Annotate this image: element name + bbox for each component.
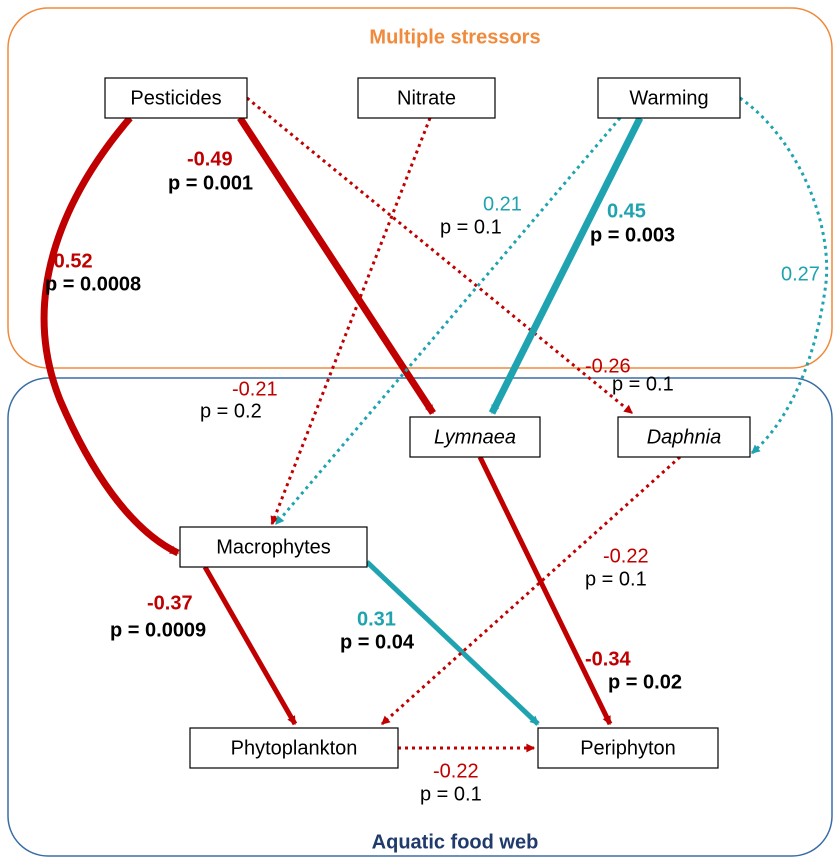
edge-p-value: p = 0.003 [590,224,675,246]
node-label: Lymnaea [434,426,516,448]
edge-coefficient: 0.45 [607,200,646,222]
group-title: Aquatic food web [372,831,539,853]
edge-coefficient: -0.21 [232,378,278,400]
edge-coefficient: -0.22 [433,760,479,782]
edge-coefficient: 0.31 [357,608,396,630]
edge-coefficient: -0.52 [47,250,93,272]
edge-p-value: p = 0.02 [608,671,682,693]
edge-p-value: p = 0.04 [340,631,415,653]
edge-p-value: p = 0.001 [168,172,253,194]
edge-p-value: p = 0.2 [200,400,262,422]
node-box [617,416,751,458]
edge-p-value: p = 0.1 [440,216,502,238]
edge-arrow [246,96,633,415]
edge-coefficient: -0.34 [585,648,631,670]
node-box [189,727,399,769]
edge-p-value: p = 0.1 [585,568,647,590]
node-box [104,77,248,119]
node-box [357,77,496,119]
edge-p-value: p = 0.0009 [110,619,206,641]
node-label: Warming [629,87,708,109]
edge-arrow [477,455,613,726]
edge-coefficient: 0.21 [483,193,522,215]
node-label: Macrophytes [216,536,331,558]
node-label: Nitrate [397,87,456,109]
node-box [179,526,368,568]
edge-p-value: p = 0.1 [612,373,674,395]
node-box [597,77,741,119]
edge-coefficient: -0.22 [603,545,649,567]
edge-p-value: p = 0.0008 [45,273,141,295]
edge-coefficient: -0.49 [187,148,233,170]
stressor-group [7,7,833,369]
edge-arrow [40,115,180,557]
group-title: Multiple stressors [369,26,540,48]
edge-arrow [202,565,298,726]
edge-arrow [274,117,622,525]
node-box [409,416,541,458]
edge-arrow [739,96,829,455]
node-box [537,727,719,769]
edge-arrow [488,116,644,415]
edge-coefficient: 0.27 [781,263,820,285]
edge-arrow [237,116,436,415]
edge-coefficient: -0.26 [585,355,631,377]
node-label: Daphnia [647,426,722,448]
edge-arrow [365,560,540,726]
edge-coefficient: -0.37 [147,592,193,614]
foodweb-group [7,377,833,857]
edge-p-value: p = 0.1 [420,783,482,805]
node-label: Pesticides [130,87,221,109]
node-label: Phytoplankton [231,737,358,759]
node-label: Periphyton [580,737,676,759]
edge-arrow [270,117,432,526]
